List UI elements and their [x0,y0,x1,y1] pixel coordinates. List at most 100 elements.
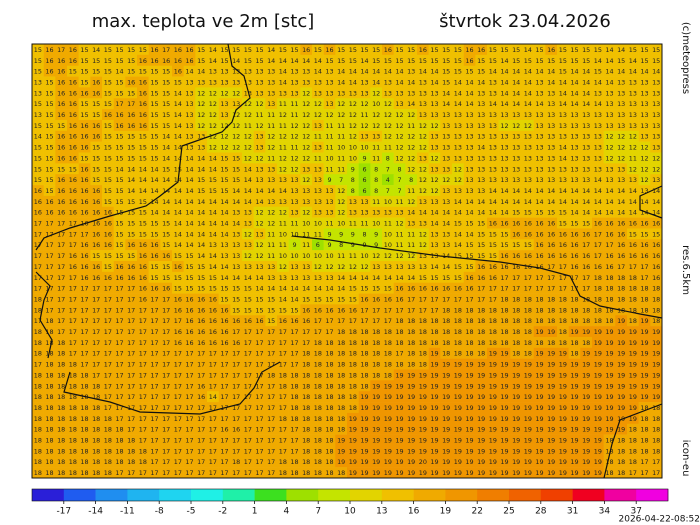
cell-value: 19 [454,426,462,434]
cell-value: 14 [220,263,228,271]
cell-value: 16 [69,122,77,130]
cell-value: 19 [640,371,648,379]
cell-value: 17 [279,339,287,347]
cell-value: 17 [127,100,135,108]
cell-value: 13 [465,176,473,184]
cell-value: 13 [535,176,543,184]
cell [533,109,546,121]
cell [218,98,231,110]
cell-value: 14 [244,165,252,173]
cell [638,87,651,99]
cell-value: 19 [582,415,590,423]
cell-value: 15 [69,68,77,76]
cell-value: 17 [279,393,287,401]
cell-value: 11 [372,154,380,162]
cell-value: 17 [80,230,88,238]
cell [557,54,569,66]
cell-value: 16 [150,252,158,260]
cell-value: 12 [605,133,613,141]
cell-value: 19 [407,437,415,445]
cell-value: 14 [185,187,193,195]
cell-value: 17 [372,306,380,314]
cell-value: 17 [150,350,158,358]
cell-value: 15 [255,295,263,303]
cell-value: 19 [594,350,602,358]
cell [638,65,651,77]
cell-value: 17 [45,295,53,303]
cell-value: 15 [279,306,287,314]
cell [393,76,406,88]
cell [650,119,663,132]
cell-value: 17 [127,350,135,358]
cell-value: 18 [337,469,345,477]
cell-value: 16 [617,220,625,228]
cell-value: 17 [232,350,240,358]
cell [32,44,44,56]
cell-value: 15 [80,154,88,162]
cell-value: 12 [360,263,368,271]
cell-value: 13 [244,89,252,97]
cell-value: 17 [535,274,543,282]
cell-value: 15 [454,263,462,271]
cell-value: 19 [605,339,613,347]
cell-value: 16 [69,198,77,206]
cell [312,98,324,110]
cell [323,44,336,56]
cell-value: 17 [255,458,263,466]
cell-value: 15 [92,165,100,173]
cell [487,44,499,56]
cell-value: 15 [442,78,450,86]
cell-value: 18 [535,317,543,325]
cell-value: 14 [267,46,275,54]
colorbar-tick-label: 10 [344,507,356,517]
cell [487,65,499,77]
cell-value: 12 [372,111,380,119]
cell-value: 13 [232,252,240,260]
cell-value: 17 [360,306,368,314]
cell-value: 15 [337,295,345,303]
cell-value: 12 [512,122,520,130]
cell [487,109,499,121]
cell-value: 16 [69,57,77,65]
cell-value: 19 [395,469,403,477]
cell-value: 17 [477,285,485,293]
cell-value: 13 [384,209,392,217]
cell-value: 18 [290,469,298,477]
cell-value: 18 [80,469,88,477]
cell-value: 15 [629,230,637,238]
cell-value: 17 [127,285,135,293]
cell-value: 18 [617,458,625,466]
cell-value: 18 [337,382,345,390]
cell-value: 17 [139,426,147,434]
cell-value: 15 [92,144,100,152]
cell-value: 17 [115,328,123,336]
cell-value: 17 [255,415,263,423]
cell-value: 14 [244,187,252,195]
cell-value: 15 [92,68,100,76]
cell-value: 14 [209,393,217,401]
cell-value: 15 [570,57,578,65]
cell-value: 13 [325,198,333,206]
cell-value: 13 [652,111,660,119]
cell-value: 18 [34,437,42,445]
cell-value: 14 [629,57,637,65]
cell-value: 17 [185,469,193,477]
cell-value: 14 [419,209,427,217]
cell-value: 13 [220,111,228,119]
cell [137,87,149,99]
cell [382,109,394,121]
cell-value: 16 [69,209,77,217]
cell-value: 12 [360,122,368,130]
cell-value: 19 [640,361,648,369]
cell [370,44,383,56]
cell-value: 16 [104,274,112,282]
cell-value: 19 [535,371,543,379]
cell [510,54,523,66]
cell-value: 18 [325,469,333,477]
cell-value: 15 [430,46,438,54]
cell-value: 14 [500,100,508,108]
cell-value: 14 [489,209,497,217]
cell [463,54,476,66]
cell [102,109,114,121]
cell-value: 16 [80,122,88,130]
